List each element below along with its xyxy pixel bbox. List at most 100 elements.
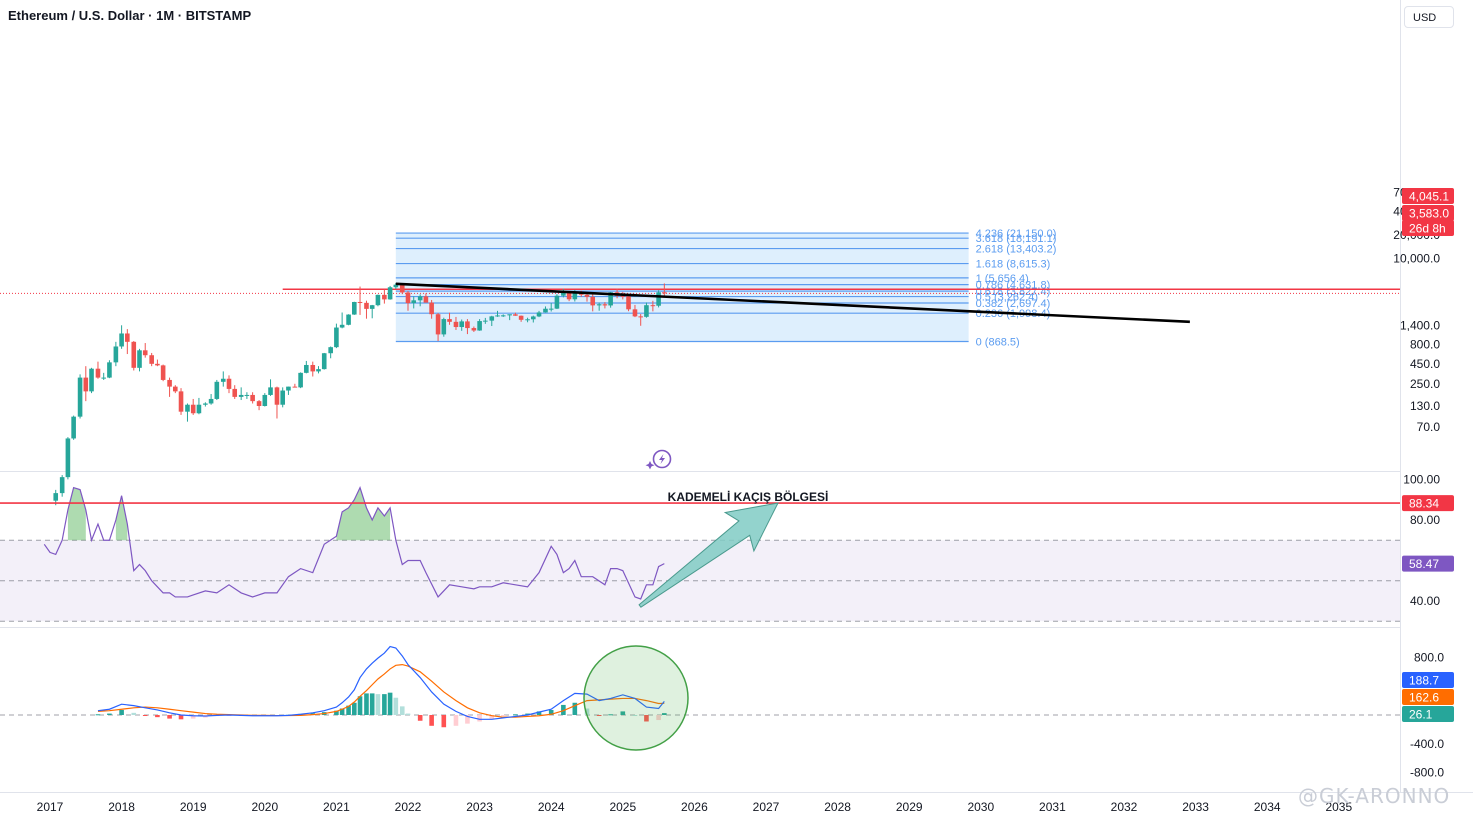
candle-body	[238, 394, 244, 397]
price-tick-label: 130.0	[1410, 399, 1440, 413]
macd-histogram-bar	[190, 715, 196, 719]
trendline[interactable]	[395, 282, 1190, 324]
candle-body	[531, 316, 536, 320]
candle	[453, 316, 459, 330]
macd-histogram-bar	[644, 715, 649, 722]
rsi-tick-label: 80.00	[1410, 513, 1440, 527]
candle-body	[167, 379, 172, 387]
fib-label: 0.382 (2,697.4)	[976, 298, 1051, 310]
macd-histogram-bar	[339, 708, 345, 715]
candle-body	[292, 386, 298, 388]
fib-label: 3.618 (18,191.1)	[976, 233, 1057, 245]
candle	[632, 304, 638, 318]
candle-body	[507, 314, 512, 316]
macd-tick-label: 800.0	[1414, 650, 1444, 664]
candle	[190, 398, 196, 415]
candle-body	[113, 346, 119, 363]
candlestick-series	[53, 282, 667, 506]
candle	[382, 289, 387, 304]
macd-line	[97, 645, 665, 720]
candle-body	[119, 333, 124, 347]
candle-body	[632, 309, 638, 317]
icon-bolt	[659, 454, 665, 464]
year-label: 2021	[323, 800, 350, 814]
candle-body	[190, 404, 196, 414]
year-label: 2032	[1111, 800, 1138, 814]
candle-body	[554, 295, 560, 309]
candle-body	[382, 294, 387, 300]
rsi-badge: 88.34	[1402, 495, 1454, 512]
candle	[477, 319, 482, 331]
macd-histogram-bar	[572, 702, 578, 715]
candle	[71, 415, 76, 440]
candle-body	[250, 394, 255, 402]
price-badge-bg	[1402, 205, 1454, 221]
candle-body	[89, 368, 94, 392]
macd-histogram-bar	[178, 715, 184, 720]
annotations[interactable]: KADEMELİ KAÇIŞ BÖLGESİ	[583, 449, 829, 751]
year-label: 2025	[609, 800, 636, 814]
macd-tick-label: -800.0	[1410, 766, 1444, 780]
macd-histogram-bar	[167, 715, 172, 719]
year-label: 2027	[753, 800, 780, 814]
fib-label: 0.5 (3,262.4)	[976, 292, 1038, 304]
candle	[238, 387, 244, 401]
candle-body	[387, 287, 393, 300]
candle-body	[417, 296, 423, 301]
rsi-tick-label: 40.00	[1410, 594, 1440, 608]
trend-line	[395, 282, 1190, 324]
replay-lightning-icon[interactable]	[645, 449, 672, 470]
candle-body	[83, 377, 89, 392]
candle-body	[232, 388, 238, 397]
candle-body	[423, 296, 429, 303]
arrow-annotation[interactable]	[626, 484, 793, 625]
candle-body	[208, 398, 214, 404]
candle-body	[310, 364, 316, 372]
annotation-text[interactable]: KADEMELİ KAÇIŞ BÖLGESİ	[668, 489, 829, 504]
macd-histogram-bar	[513, 714, 518, 716]
candle	[185, 403, 190, 422]
candle-body	[477, 321, 482, 331]
candle	[232, 385, 238, 399]
candle-body	[411, 300, 417, 304]
macd-badge-bg	[1402, 672, 1454, 688]
macd-histogram-bar	[620, 711, 626, 715]
time-axis: 2017 2018 2019 2020 2021 2022 2023 2024 2025 2026…	[0, 792, 1473, 814]
price-badge-label: 3,583.0	[1409, 207, 1449, 221]
candle-body	[71, 416, 76, 439]
candle	[101, 372, 106, 380]
candle	[119, 325, 124, 349]
candle-body	[393, 284, 399, 288]
year-label: 2019	[180, 800, 207, 814]
candle	[328, 346, 333, 359]
candle	[310, 361, 316, 377]
candle-body	[626, 296, 631, 310]
fib-label: 0 (868.5)	[976, 336, 1020, 348]
candle	[208, 394, 214, 405]
year-label: 2030	[967, 800, 994, 814]
currency-selector[interactable]: USD	[1404, 6, 1454, 28]
candle-body	[178, 391, 184, 412]
rsi-badge-label: 88.34	[1409, 497, 1439, 511]
resistance-line[interactable]	[0, 288, 1400, 294]
rsi-badge-bg	[1402, 495, 1454, 512]
candle	[77, 374, 83, 419]
candle	[339, 312, 345, 329]
macd-histogram-bar	[465, 715, 470, 724]
highlight-circle[interactable]	[583, 645, 689, 751]
year-label: 2018	[108, 800, 135, 814]
candle	[334, 323, 339, 349]
candle	[369, 304, 375, 319]
rsi-tick-label: 100.00	[1403, 473, 1440, 487]
candle	[554, 294, 560, 310]
macd-histogram-bar	[632, 715, 638, 716]
candle-body	[220, 378, 226, 382]
candle-body	[590, 296, 596, 306]
price-tick-label: 450.0	[1410, 357, 1440, 371]
macd-badge: 162.6	[1402, 689, 1454, 705]
candle-body	[107, 362, 112, 378]
candle	[298, 372, 303, 389]
